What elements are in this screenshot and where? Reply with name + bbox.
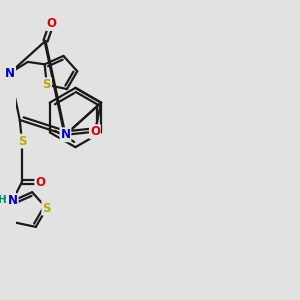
Text: N: N	[8, 194, 17, 208]
Text: H: H	[0, 195, 7, 205]
Text: O: O	[46, 17, 57, 30]
Text: N: N	[60, 128, 70, 141]
Text: N: N	[8, 194, 17, 208]
Text: S: S	[42, 202, 51, 215]
Text: O: O	[90, 125, 100, 138]
Text: O: O	[35, 176, 45, 188]
Text: S: S	[43, 78, 51, 91]
Text: N: N	[5, 67, 15, 80]
Text: S: S	[18, 134, 26, 148]
